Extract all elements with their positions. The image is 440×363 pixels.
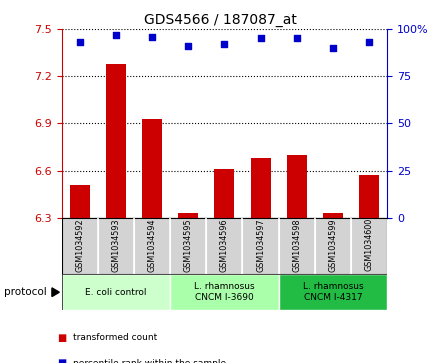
Bar: [62, 218, 98, 274]
Bar: [178, 213, 198, 363]
Text: GSM1034600: GSM1034600: [365, 218, 374, 272]
Bar: [242, 218, 279, 274]
Bar: [62, 274, 170, 310]
Bar: [287, 155, 307, 363]
Bar: [279, 218, 315, 274]
Text: GSM1034599: GSM1034599: [328, 218, 337, 272]
Text: GDS4566 / 187087_at: GDS4566 / 187087_at: [143, 13, 297, 27]
Text: GSM1034596: GSM1034596: [220, 218, 229, 272]
Text: percentile rank within the sample: percentile rank within the sample: [73, 359, 226, 363]
Text: GSM1034597: GSM1034597: [256, 218, 265, 272]
Point: [76, 39, 83, 45]
Bar: [70, 185, 90, 363]
Text: GSM1034598: GSM1034598: [292, 218, 301, 272]
Bar: [170, 218, 206, 274]
Bar: [98, 218, 134, 274]
Bar: [214, 169, 235, 363]
Bar: [106, 64, 126, 363]
Text: GSM1034595: GSM1034595: [184, 218, 193, 272]
Text: GSM1034593: GSM1034593: [111, 218, 121, 272]
Text: GSM1034594: GSM1034594: [147, 218, 157, 272]
Bar: [359, 175, 379, 363]
Point: [221, 41, 228, 47]
Bar: [206, 218, 242, 274]
Bar: [323, 213, 343, 363]
Bar: [251, 158, 271, 363]
Text: GSM1034592: GSM1034592: [75, 218, 84, 272]
Text: ■: ■: [57, 333, 66, 343]
Bar: [279, 274, 387, 310]
Text: protocol: protocol: [4, 287, 47, 297]
Point: [112, 32, 119, 38]
Point: [185, 43, 192, 49]
Point: [149, 34, 156, 40]
Bar: [134, 218, 170, 274]
Point: [330, 45, 337, 51]
Text: L. rhamnosus
CNCM I-3690: L. rhamnosus CNCM I-3690: [194, 282, 255, 302]
Point: [293, 36, 300, 41]
Point: [366, 39, 373, 45]
Polygon shape: [52, 288, 59, 297]
Text: transformed count: transformed count: [73, 333, 157, 342]
Bar: [170, 274, 279, 310]
Bar: [351, 218, 387, 274]
Bar: [315, 218, 351, 274]
Text: E. coli control: E. coli control: [85, 288, 147, 297]
Bar: [142, 119, 162, 363]
Text: ■: ■: [57, 358, 66, 363]
Text: L. rhamnosus
CNCM I-4317: L. rhamnosus CNCM I-4317: [303, 282, 363, 302]
Point: [257, 36, 264, 41]
